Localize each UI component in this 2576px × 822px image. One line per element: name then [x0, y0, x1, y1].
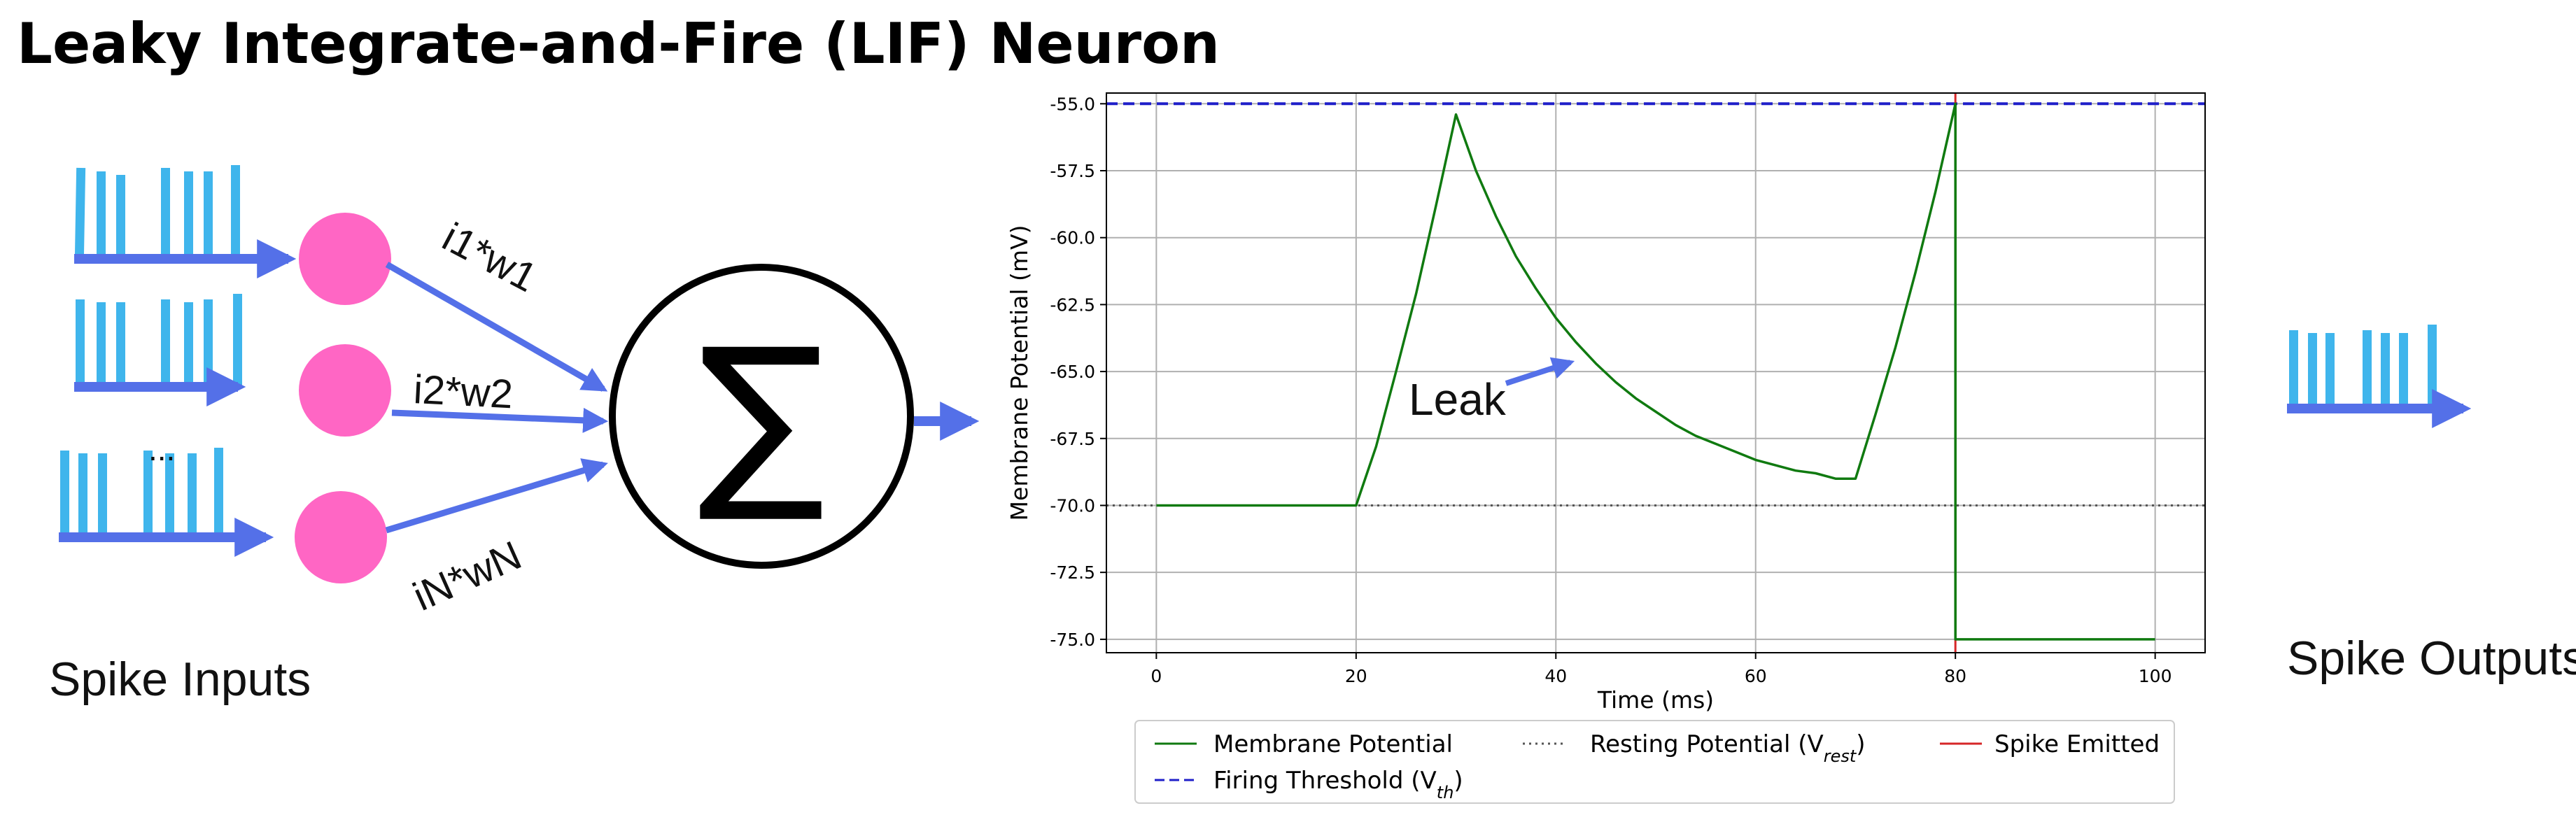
- chart-grid: [1106, 93, 2205, 653]
- weight-label-1: i1*w1: [435, 214, 544, 301]
- plot-frame: [1106, 92, 2206, 653]
- membrane-potential-chart: 0 20 40 60 80 100 -55.0 -57.5 -60.0 -62.5 -65.0 -6…: [1006, 92, 2206, 804]
- y-tick-label: -67.5: [1050, 429, 1095, 449]
- legend-label-threshold: Firing Threshold (Vth): [1213, 767, 1463, 802]
- summation-node: [609, 264, 914, 569]
- x-ticks: 0 20 40 60 80 100: [1150, 653, 2172, 686]
- y-tick-label: -72.5: [1050, 562, 1095, 583]
- y-tick-label: -55.0: [1050, 94, 1095, 114]
- spike-train-n: [60, 448, 223, 539]
- weight-arrow-n: [385, 458, 608, 534]
- sigma-symbol: ∑: [698, 307, 825, 527]
- x-tick-label: 80: [1944, 666, 1966, 686]
- y-tick-label: -70.0: [1050, 495, 1095, 516]
- chart-legend: Membrane Potential Resting Potential (Vr…: [1134, 720, 2175, 804]
- x-tick-label: 0: [1150, 666, 1162, 686]
- x-tick-label: 100: [2139, 666, 2172, 686]
- y-axis-label: Membrane Potential (mV): [1006, 225, 1033, 521]
- y-tick-label: -75.0: [1050, 630, 1095, 650]
- membrane-potential-line: [1156, 102, 2155, 641]
- reference-lines: [1106, 93, 2205, 653]
- y-tick-label: -65.0: [1050, 362, 1095, 382]
- spike-inputs-label: Spike Inputs: [49, 653, 311, 706]
- spike-train-1: [74, 165, 240, 261]
- input-node-n: [295, 491, 387, 583]
- weight-label-n: iN*wN: [407, 532, 528, 620]
- y-tick-label: -57.5: [1050, 161, 1095, 181]
- leak-annotation: Leak: [1409, 374, 1507, 425]
- legend-label-spike: Spike Emitted: [1994, 730, 2160, 758]
- spike-train-2: [76, 294, 242, 387]
- x-axis-label: Time (ms): [1597, 686, 1714, 714]
- leak-arrow: [1505, 357, 1575, 386]
- weight-arrow-2: [391, 407, 609, 433]
- x-tick-label: 60: [1745, 666, 1767, 686]
- series-layer: [1156, 102, 2155, 641]
- spike-outputs-label: Spike Outputs: [2287, 632, 2576, 685]
- input-diagram: ... i1*w1 i2*w2 iN*wN ∑ Spike Inputs: [49, 165, 980, 706]
- ellipsis-label: ...: [148, 431, 175, 467]
- y-ticks: -55.0 -57.5 -60.0 -62.5 -65.0 -67.5 -70.0 -72.5…: [1050, 94, 1106, 650]
- legend-label-resting: Resting Potential (Vrest): [1590, 730, 1866, 766]
- figure-title: Leaky Integrate-and-Fire (LIF) Neuron: [17, 11, 1220, 76]
- legend-label-membrane: Membrane Potential: [1213, 730, 1453, 758]
- weight-label-2: i2*w2: [412, 367, 514, 417]
- y-tick-label: -60.0: [1050, 228, 1095, 248]
- input-node-1: [299, 213, 391, 305]
- output-diagram: Spike Outputs: [2287, 325, 2576, 685]
- x-tick-label: 20: [1345, 666, 1367, 686]
- x-tick-label: 40: [1544, 666, 1567, 686]
- spike-train-output: [2289, 325, 2437, 409]
- y-tick-label: -62.5: [1050, 295, 1095, 315]
- legend-box: [1134, 720, 2175, 804]
- weight-arrow-1: [385, 262, 608, 392]
- input-node-2: [299, 344, 391, 437]
